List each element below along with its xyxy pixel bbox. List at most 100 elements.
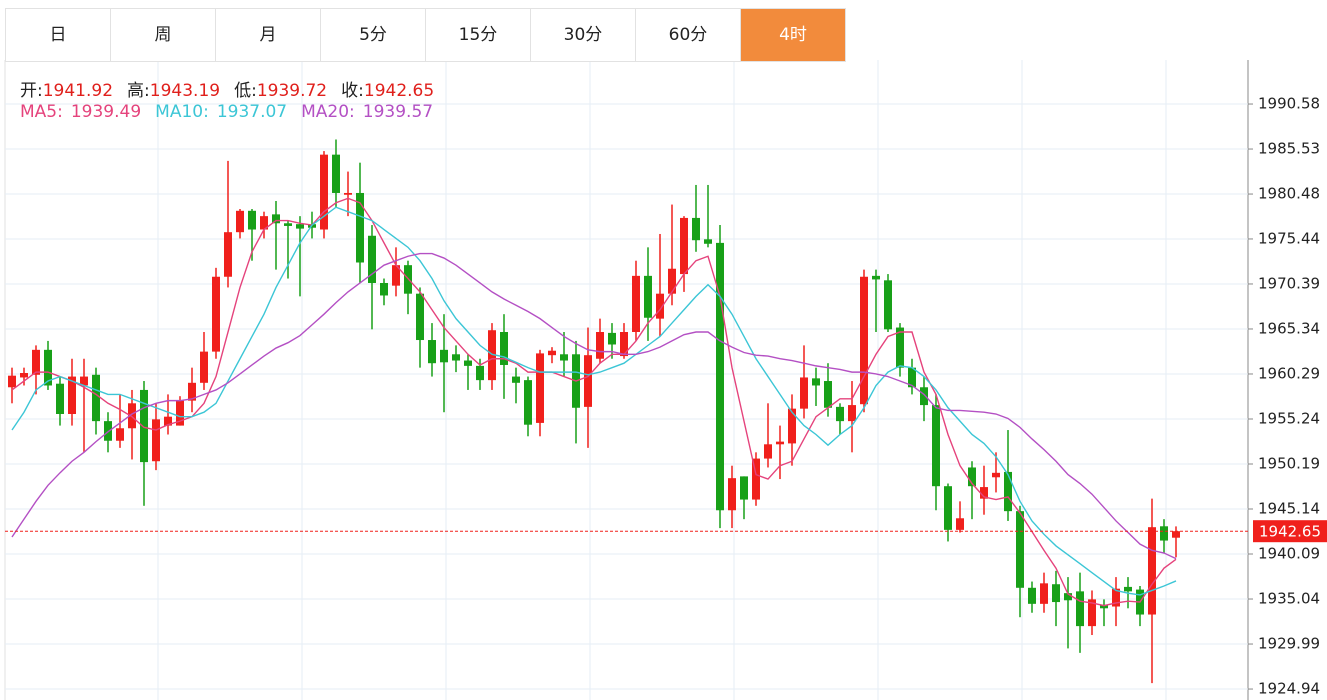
- period-tab[interactable]: 周: [111, 9, 216, 61]
- candle-body: [68, 376, 76, 415]
- current-price-box: [1253, 520, 1327, 543]
- y-tick-label: 1945.14: [1258, 500, 1320, 518]
- candle-body: [440, 349, 448, 363]
- candle-body: [788, 408, 796, 444]
- ma-legend-item: MA5: 1939.49: [20, 102, 141, 122]
- candle-body: [896, 327, 904, 368]
- candle-body: [284, 223, 292, 226]
- y-tick-label: 1990.58: [1258, 95, 1320, 113]
- candle-body: [800, 377, 808, 409]
- candle-body: [1004, 471, 1012, 512]
- ma-line: [11, 197, 1177, 607]
- y-tick-label: 1924.94: [1258, 680, 1320, 698]
- candle-body: [152, 419, 160, 462]
- ohlc-label: 低:: [234, 81, 257, 101]
- candle-body: [80, 376, 88, 386]
- ma-value: 1937.07: [216, 102, 288, 122]
- candle-body: [164, 416, 172, 426]
- candle-body: [1040, 583, 1048, 604]
- candle-body: [476, 365, 484, 381]
- y-tick-label: 1980.48: [1258, 185, 1320, 203]
- ohlc-label: 高:: [127, 81, 150, 101]
- candle-body: [632, 275, 640, 333]
- candle-body: [368, 235, 376, 283]
- y-tick-label: 1985.53: [1258, 140, 1320, 158]
- candle-body: [1160, 526, 1168, 541]
- candle-body: [380, 282, 388, 296]
- candle-body: [500, 332, 508, 365]
- candle-body: [248, 210, 256, 230]
- candle-body: [128, 403, 136, 429]
- period-tabs: 日周月 5分 15分 30分 60分 4时: [5, 8, 846, 62]
- period-tab[interactable]: 60分: [636, 9, 741, 61]
- candle-body: [836, 406, 844, 422]
- period-tab[interactable]: 4时: [741, 9, 846, 61]
- candle-body: [140, 389, 148, 463]
- period-tab[interactable]: 5分: [321, 9, 426, 61]
- candle-body: [920, 387, 928, 406]
- candle-body: [560, 354, 568, 361]
- candle-body: [320, 154, 328, 230]
- candle-body: [620, 332, 628, 357]
- candle-body: [644, 275, 652, 318]
- candle-body: [608, 332, 616, 345]
- y-tick-label: 1975.44: [1258, 229, 1320, 247]
- candle-body: [884, 280, 892, 330]
- candle-body: [200, 351, 208, 383]
- candle-body: [344, 192, 352, 195]
- candle-body: [44, 349, 52, 386]
- candle-body: [1076, 591, 1084, 627]
- candle-body: [740, 476, 748, 500]
- period-tab[interactable]: 月: [216, 9, 321, 61]
- candle-body: [1088, 599, 1096, 627]
- ma-line: [11, 206, 1177, 596]
- y-tick-label: 1940.09: [1258, 545, 1320, 563]
- candle-body: [1148, 527, 1156, 615]
- candle-body: [392, 265, 400, 286]
- ma-legend-item: MA10: 1937.07: [155, 102, 287, 122]
- candle-body: [428, 340, 436, 364]
- period-tab[interactable]: 15分: [426, 9, 531, 61]
- period-tab[interactable]: 30分: [531, 9, 636, 61]
- ohlc-value: 1942.65: [363, 81, 435, 101]
- candle-body: [1016, 511, 1024, 588]
- y-tick-label: 1970.39: [1258, 274, 1320, 292]
- candle-body: [692, 217, 700, 241]
- candle-body: [92, 374, 100, 422]
- candle-body: [1064, 593, 1072, 601]
- period-tab[interactable]: 日: [6, 9, 111, 61]
- ohlc-item: 低:1939.72: [234, 81, 327, 101]
- candle-body: [188, 382, 196, 401]
- candle-body: [968, 467, 976, 487]
- candle-body: [728, 478, 736, 511]
- ohlc-label: 收:: [341, 81, 364, 101]
- ma-name: MA20:: [301, 102, 355, 122]
- ohlc-value: 1939.72: [256, 81, 328, 101]
- ohlc-value: 1941.92: [42, 81, 114, 101]
- ohlc-item: 高:1943.19: [127, 81, 220, 101]
- candle-body: [956, 518, 964, 530]
- candle-body: [56, 383, 64, 415]
- y-tick-label: 1965.34: [1258, 319, 1320, 337]
- candle-body: [932, 405, 940, 487]
- y-tick-label: 1950.19: [1258, 454, 1320, 472]
- candle-body: [764, 444, 772, 459]
- candle-body: [512, 376, 520, 383]
- candle-body: [1028, 587, 1036, 604]
- current-price-label: 1942.65: [1259, 523, 1321, 541]
- candle-body: [1124, 586, 1132, 592]
- candle-body: [224, 232, 232, 277]
- candle-body: [416, 293, 424, 341]
- candle-body: [332, 154, 340, 193]
- ma-value: 1939.49: [70, 102, 142, 122]
- ma-line: [11, 252, 1177, 560]
- candle-body: [488, 330, 496, 381]
- y-tick-label: 1955.24: [1258, 409, 1320, 427]
- candle-body: [1172, 531, 1180, 538]
- candle-body: [20, 373, 28, 378]
- candle-body: [944, 486, 952, 530]
- candle-body: [752, 458, 760, 500]
- ma-legend: MA5: 1939.49 MA10: 1937.07 MA20: 1939.57: [20, 102, 447, 122]
